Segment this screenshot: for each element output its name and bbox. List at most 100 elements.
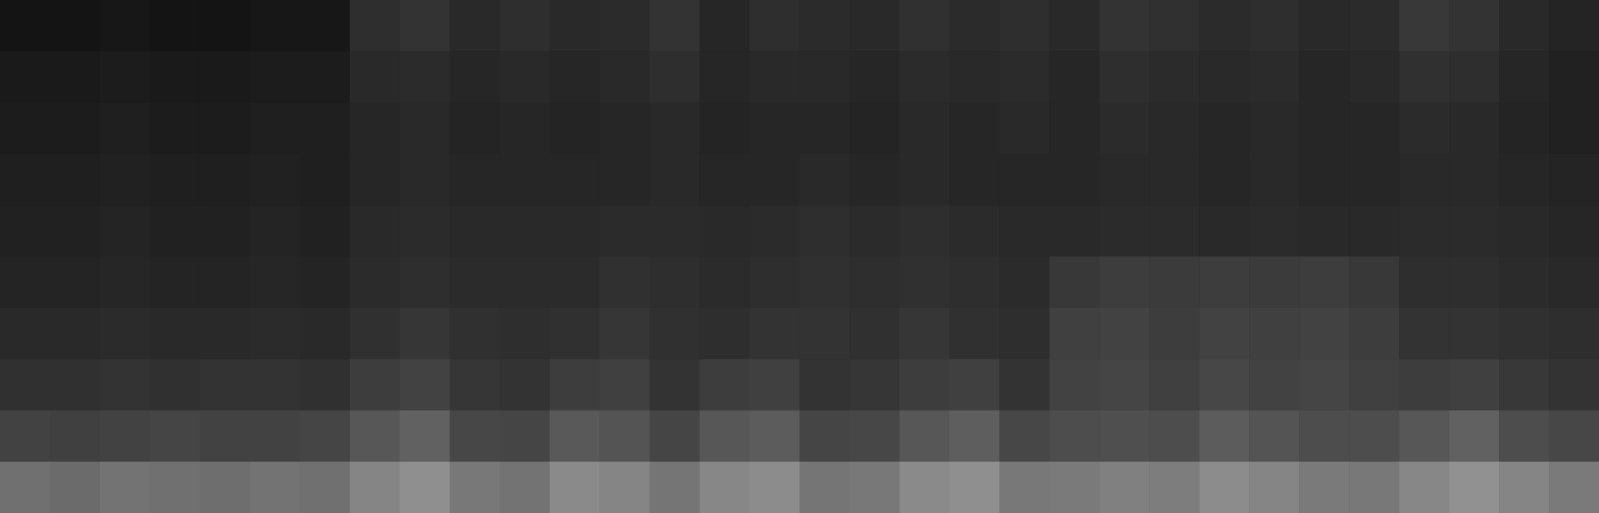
cell (1099, 359, 1150, 411)
cell (1349, 410, 1400, 462)
cell (849, 462, 900, 513)
cell (200, 51, 251, 103)
cell (150, 103, 201, 155)
cell (100, 308, 151, 360)
cell (700, 205, 751, 257)
cell (1299, 257, 1350, 309)
cell (400, 308, 451, 360)
cell (1499, 462, 1550, 513)
cell (1149, 257, 1200, 309)
cell (949, 103, 1000, 155)
cell (0, 154, 51, 206)
cell (1349, 103, 1400, 155)
cell (849, 410, 900, 462)
cell (250, 103, 301, 155)
cell (300, 0, 351, 52)
cell (1449, 154, 1500, 206)
cell (0, 308, 51, 360)
cell (1449, 257, 1500, 309)
cell (1399, 257, 1450, 309)
cell (1199, 0, 1250, 52)
cell (899, 154, 950, 206)
cell (1349, 205, 1400, 257)
cell (400, 205, 451, 257)
cell (650, 51, 701, 103)
cell (350, 103, 401, 155)
cell (1549, 410, 1599, 462)
cell (899, 410, 950, 462)
cell (50, 103, 101, 155)
cell (949, 205, 1000, 257)
cell (1149, 308, 1200, 360)
cell (800, 462, 851, 513)
cell (50, 410, 101, 462)
cell (899, 51, 950, 103)
cell (150, 359, 201, 411)
cell (250, 51, 301, 103)
cell (899, 103, 950, 155)
cell (800, 0, 851, 52)
cell (1549, 51, 1599, 103)
cell (750, 0, 801, 52)
cell (500, 0, 551, 52)
cell (400, 257, 451, 309)
cell (849, 205, 900, 257)
cell (849, 103, 900, 155)
cell (1299, 308, 1350, 360)
cell (250, 410, 301, 462)
cell (500, 51, 551, 103)
cell (1099, 103, 1150, 155)
cell (250, 308, 301, 360)
cell (1499, 359, 1550, 411)
cell (949, 154, 1000, 206)
cell (150, 205, 201, 257)
cell (300, 205, 351, 257)
cell (1099, 205, 1150, 257)
cell (0, 410, 51, 462)
cell (1499, 103, 1550, 155)
cell (1449, 359, 1500, 411)
cell (150, 410, 201, 462)
cell (1099, 0, 1150, 52)
cell (949, 0, 1000, 52)
cell (899, 257, 950, 309)
cell (1099, 462, 1150, 513)
cell (100, 51, 151, 103)
cell (1199, 154, 1250, 206)
cell (999, 103, 1050, 155)
cell (650, 103, 701, 155)
cell (600, 205, 651, 257)
cell (800, 359, 851, 411)
cell (949, 462, 1000, 513)
cell (50, 51, 101, 103)
cell (1149, 410, 1200, 462)
cell (450, 308, 501, 360)
cell (500, 103, 551, 155)
cell (1549, 205, 1599, 257)
cell (400, 410, 451, 462)
cell (1349, 0, 1400, 52)
cell (500, 410, 551, 462)
cell (650, 0, 701, 52)
cell (1449, 0, 1500, 52)
cell (1299, 103, 1350, 155)
cell (1199, 462, 1250, 513)
cell (1449, 205, 1500, 257)
cell (800, 410, 851, 462)
cell (550, 103, 601, 155)
cell (1249, 308, 1300, 360)
cell (600, 154, 651, 206)
cells (0, 0, 1599, 513)
cell (1249, 103, 1300, 155)
cell (1299, 359, 1350, 411)
cell (849, 359, 900, 411)
cell (50, 359, 101, 411)
cell (849, 308, 900, 360)
cell (1399, 103, 1450, 155)
cell (1349, 462, 1400, 513)
cell (750, 359, 801, 411)
cell (1299, 205, 1350, 257)
cell (949, 257, 1000, 309)
cell (1499, 205, 1550, 257)
cell (1149, 359, 1200, 411)
